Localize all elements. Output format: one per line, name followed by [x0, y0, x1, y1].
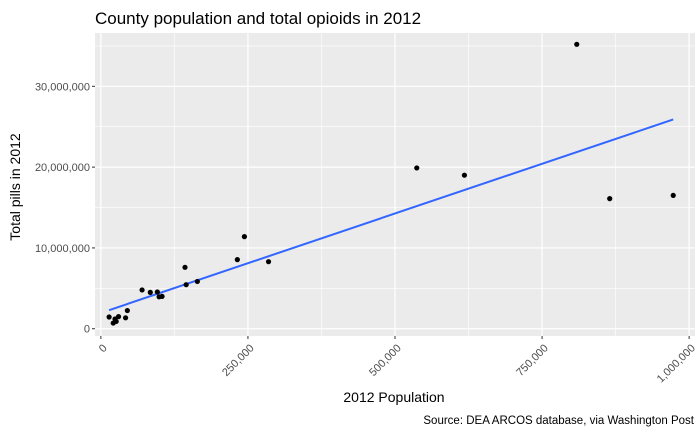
- data-point: [122, 315, 129, 321]
- y-tick-label: 0: [84, 324, 90, 336]
- data-point: [265, 259, 272, 265]
- data-point: [139, 287, 145, 293]
- data-point: [241, 234, 248, 240]
- data-point: [574, 41, 580, 47]
- data-point: [234, 257, 240, 263]
- y-axis-label: Total pills in 2012: [7, 133, 23, 241]
- data-point: [414, 165, 420, 171]
- data-point: [670, 192, 676, 199]
- x-tick-label: 750,000: [514, 342, 551, 379]
- data-point: [115, 314, 122, 320]
- data-point: [106, 314, 112, 320]
- y-tick-label: 20,000,000: [35, 162, 90, 174]
- trend-line-layer: [108, 118, 674, 312]
- data-points: [106, 41, 676, 326]
- trend-line: [108, 118, 674, 312]
- y-axis-ticks: 0 10,000,000 20,000,000 30,000,000: [35, 81, 95, 336]
- x-tick-label: 500,000: [367, 342, 404, 379]
- data-point: [183, 282, 189, 288]
- y-tick-label: 10,000,000: [35, 243, 90, 255]
- data-point: [154, 289, 160, 295]
- chart-title: County population and total opioids in 2…: [95, 9, 421, 28]
- data-point: [159, 293, 165, 300]
- x-axis-ticks: 0 250,000 500,000 750,000 1,000,000: [97, 336, 698, 385]
- data-point: [147, 289, 153, 295]
- source-caption: Source: DEA ARCOS database, via Washingt…: [423, 415, 694, 427]
- data-point: [461, 172, 468, 178]
- x-tick-label: 0: [97, 342, 110, 355]
- data-point: [113, 318, 119, 325]
- data-point: [124, 307, 130, 314]
- data-point: [182, 264, 188, 270]
- data-point: [194, 278, 200, 285]
- y-tick-label: 30,000,000: [35, 81, 90, 93]
- major-gridlines: [95, 33, 695, 336]
- x-tick-label: 1,000,000: [655, 342, 698, 385]
- x-axis-label: 2012 Population: [343, 389, 444, 405]
- x-tick-label: 250,000: [220, 342, 257, 379]
- data-point: [607, 196, 613, 202]
